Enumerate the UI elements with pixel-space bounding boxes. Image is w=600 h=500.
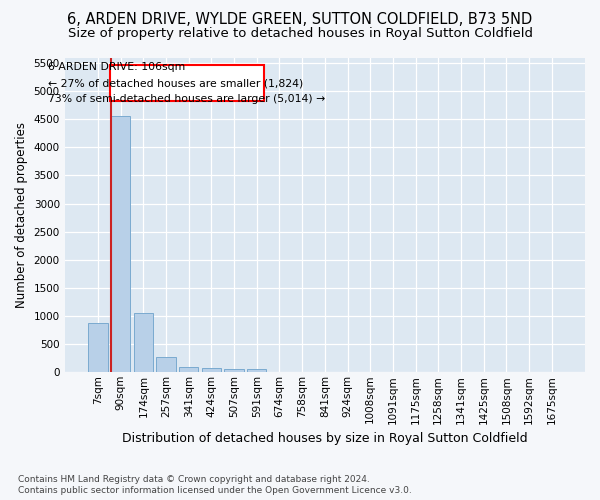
Text: 6, ARDEN DRIVE, WYLDE GREEN, SUTTON COLDFIELD, B73 5ND: 6, ARDEN DRIVE, WYLDE GREEN, SUTTON COLD… <box>67 12 533 28</box>
Text: Size of property relative to detached houses in Royal Sutton Coldfield: Size of property relative to detached ho… <box>67 28 533 40</box>
Bar <box>247 370 266 372</box>
Bar <box>134 312 153 372</box>
FancyBboxPatch shape <box>110 66 264 101</box>
Bar <box>111 116 130 372</box>
Bar <box>88 322 107 372</box>
Bar <box>202 368 221 372</box>
Bar <box>224 370 244 372</box>
Text: Contains HM Land Registry data © Crown copyright and database right 2024.: Contains HM Land Registry data © Crown c… <box>18 475 370 484</box>
Y-axis label: Number of detached properties: Number of detached properties <box>15 122 28 308</box>
Text: 6 ARDEN DRIVE: 106sqm
← 27% of detached houses are smaller (1,824)
73% of semi-d: 6 ARDEN DRIVE: 106sqm ← 27% of detached … <box>48 62 326 104</box>
X-axis label: Distribution of detached houses by size in Royal Sutton Coldfield: Distribution of detached houses by size … <box>122 432 527 445</box>
Text: Contains public sector information licensed under the Open Government Licence v3: Contains public sector information licen… <box>18 486 412 495</box>
Bar <box>179 368 199 372</box>
Bar <box>157 356 176 372</box>
